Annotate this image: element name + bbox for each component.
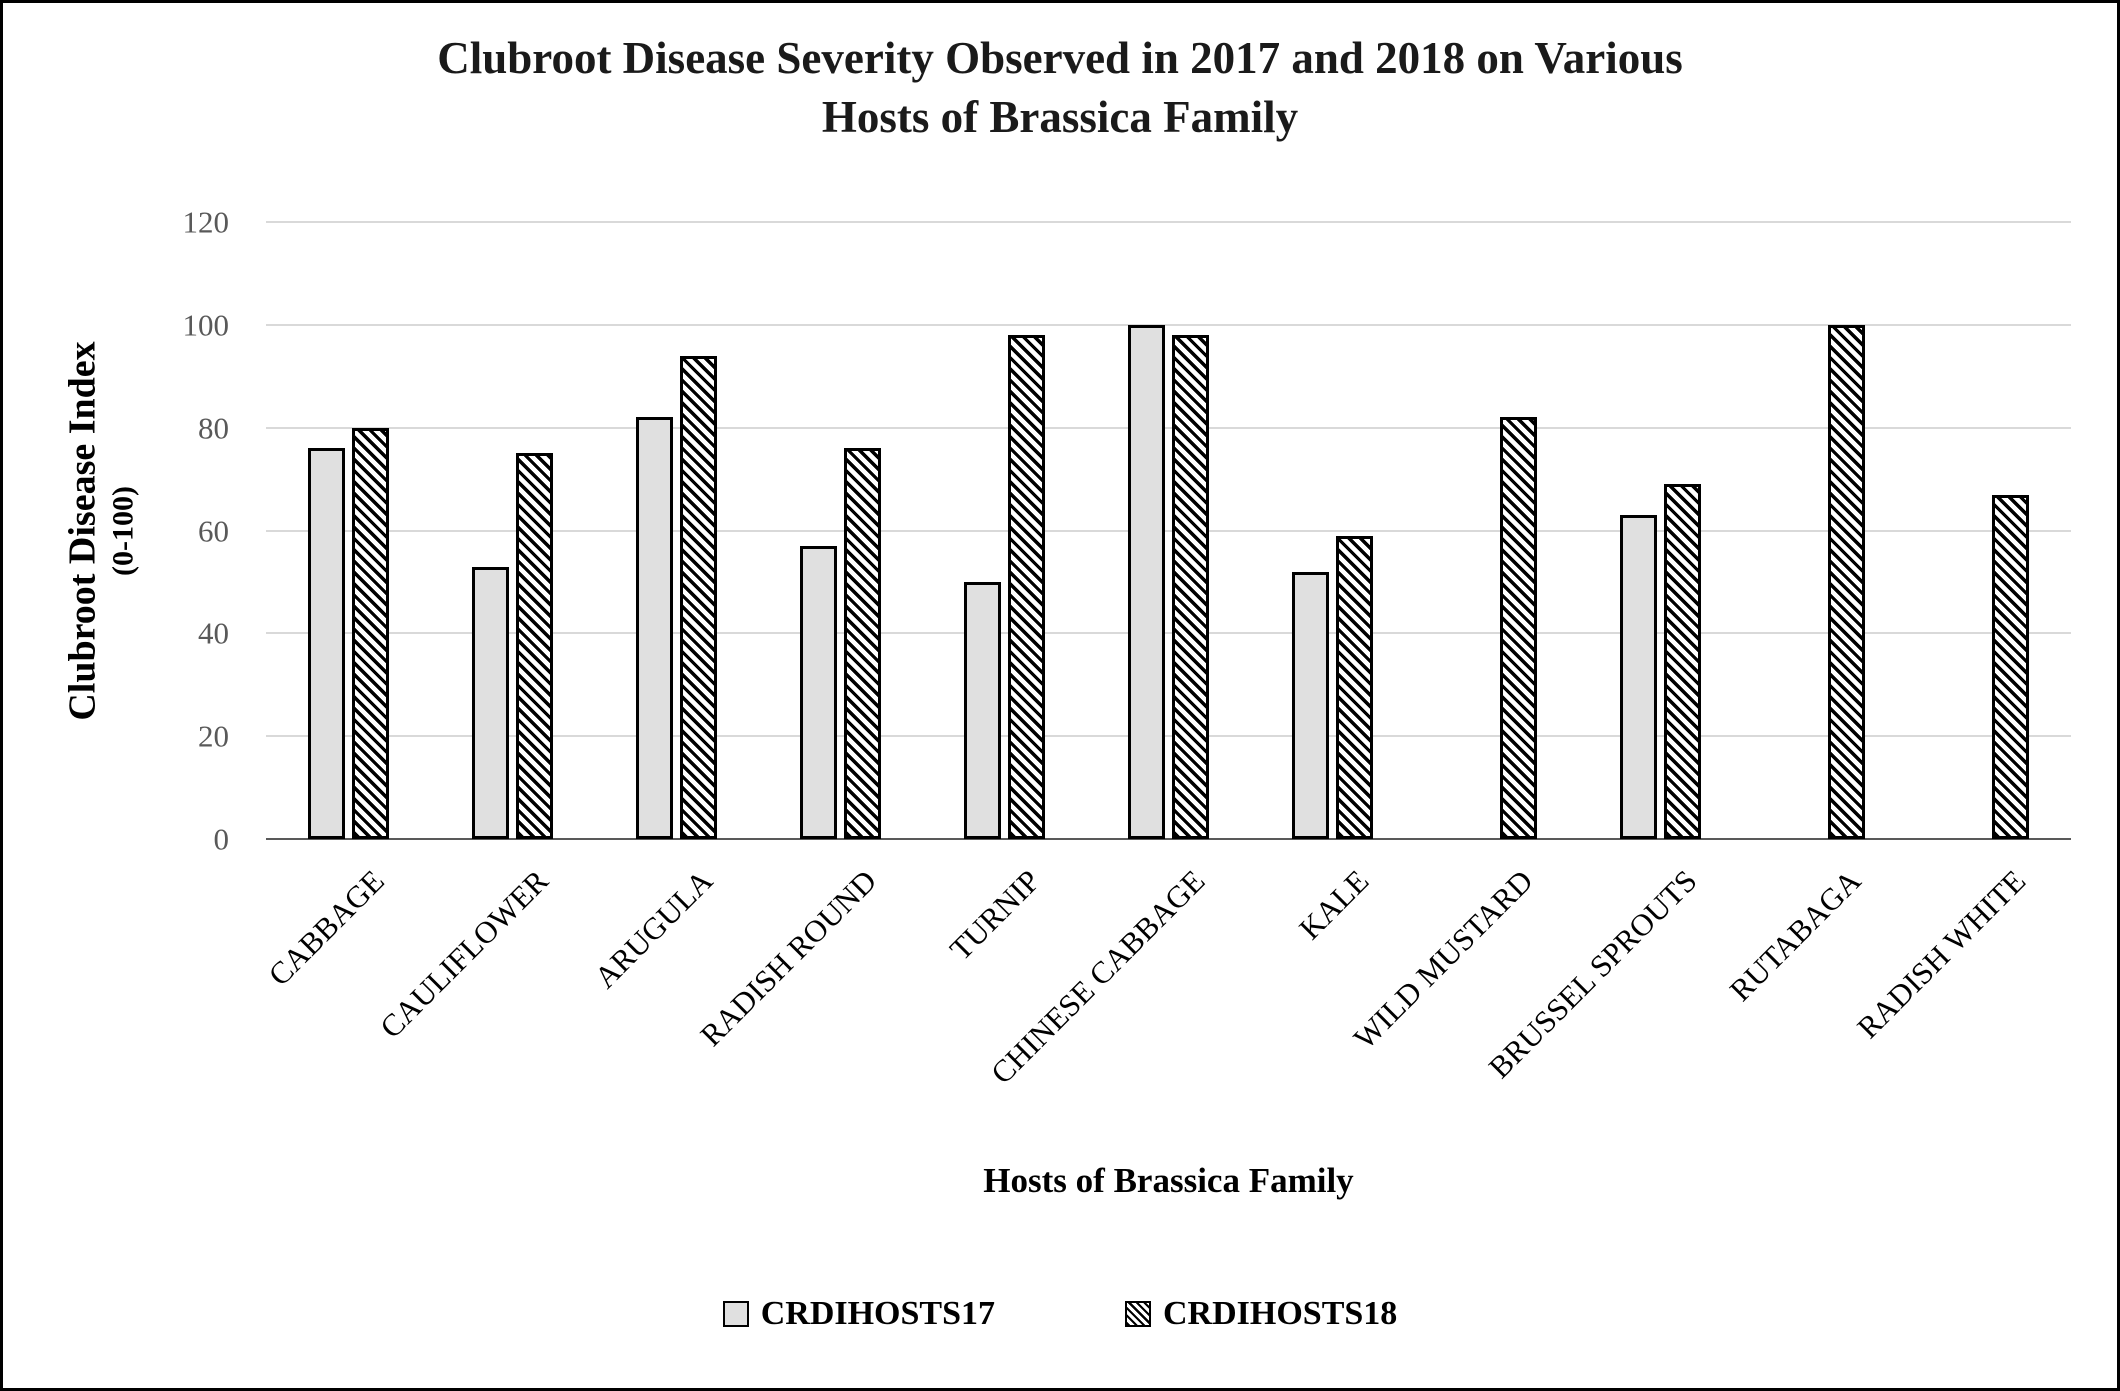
y-tick-label-120: 120 xyxy=(182,204,230,240)
chart-title-line1: Clubroot Disease Severity Observed in 20… xyxy=(437,33,1683,83)
bar-crdihosts17-kale xyxy=(1292,571,1330,839)
y-tick-label-100: 100 xyxy=(182,307,230,343)
bar-crdihosts18-cauliflower xyxy=(515,453,553,839)
legend-swatch-solid-icon xyxy=(722,1301,749,1327)
bar-group-arugula xyxy=(594,222,758,839)
legend-swatch-hatch-icon xyxy=(1125,1301,1151,1327)
x-axis-title: Hosts of Brassica Family xyxy=(983,1161,1354,1200)
x-category-label-wild-mustard: WILD MUSTARD xyxy=(1346,863,1540,1056)
bar-crdihosts18-turnip xyxy=(1007,335,1045,839)
legend: CRDIHOSTS17 CRDIHOSTS18 xyxy=(3,1295,2117,1333)
bar-crdihosts18-wild-mustard xyxy=(1500,417,1538,839)
gridline-60 xyxy=(266,529,2071,532)
legend-item-crdihosts18: CRDIHOSTS18 xyxy=(1125,1295,1397,1333)
gridline-100 xyxy=(266,323,2071,326)
bar-crdihosts18-arugula xyxy=(679,355,717,839)
bar-crdihosts17-cabbage xyxy=(307,448,345,839)
bar-crdihosts17-brussel-sprouts xyxy=(1620,515,1658,839)
x-category-label-rutabaga: RUTABAGA xyxy=(1722,863,1868,1008)
y-tick-label-80: 80 xyxy=(198,410,229,446)
y-tick-label-60: 60 xyxy=(198,513,229,548)
x-category-label-cabbage: CABBAGE xyxy=(261,863,391,993)
bar-crdihosts18-brussel-sprouts xyxy=(1664,484,1702,839)
legend-label-crdihosts17: CRDIHOSTS17 xyxy=(760,1295,995,1332)
x-category-label-kale: KALE xyxy=(1292,863,1376,947)
bar-group-cauliflower xyxy=(430,222,594,839)
bar-crdihosts18-radish-round xyxy=(843,448,881,839)
x-category-label-arugula: ARUGULA xyxy=(587,863,719,995)
x-category-label-radish-round: RADISH ROUND xyxy=(693,863,884,1053)
x-axis-line xyxy=(266,838,2071,840)
bar-group-turnip xyxy=(922,222,1086,839)
bar-crdihosts18-radish-white xyxy=(1992,494,2030,839)
plot-area xyxy=(266,221,2071,840)
bar-crdihosts17-arugula xyxy=(635,417,673,839)
bar-crdihosts17-cauliflower xyxy=(471,566,509,839)
y-axis-tick-labels: 0 20 40 60 80 100 120 xyxy=(3,207,230,855)
y-tick-label-20: 20 xyxy=(198,718,229,754)
x-category-label-radish-white: RADISH WHITE xyxy=(1849,863,2032,1046)
x-axis-category-labels: CABBAGE CAULIFLOWER ARUGULA RADISH ROUND TUR… xyxy=(261,839,2071,1179)
legend-item-crdihosts17: CRDIHOSTS17 xyxy=(722,1295,995,1333)
gridline-80 xyxy=(266,426,2071,429)
bar-group-wild-mustard xyxy=(1415,222,1579,839)
gridline-20 xyxy=(266,735,2071,738)
y-tick-label-0: 0 xyxy=(213,821,230,857)
x-category-label-turnip: TURNIP xyxy=(943,863,1048,967)
bar-crdihosts18-chinese-cabbage xyxy=(1171,335,1209,839)
gridline-40 xyxy=(266,632,2071,635)
bar-group-radish-white xyxy=(1907,222,2071,839)
chart-title: Clubroot Disease Severity Observed in 20… xyxy=(3,29,2117,146)
bar-group-radish-round xyxy=(758,222,922,839)
bar-crdihosts17-chinese-cabbage xyxy=(1127,324,1165,839)
bar-group-rutabaga xyxy=(1743,222,1907,839)
legend-label-crdihosts18: CRDIHOSTS18 xyxy=(1163,1295,1398,1332)
y-tick-label-40: 40 xyxy=(198,615,229,651)
bar-crdihosts18-cabbage xyxy=(351,427,389,839)
gridline-120 xyxy=(266,221,2071,223)
bar-group-brussel-sprouts xyxy=(1579,222,1743,839)
bar-crdihosts18-kale xyxy=(1336,535,1374,839)
bar-group-chinese-cabbage xyxy=(1086,222,1250,839)
x-category-label-cauliflower: CAULIFLOWER xyxy=(373,863,555,1045)
chart-title-line2: Hosts of Brassica Family xyxy=(821,91,1299,142)
bar-crdihosts18-rutabaga xyxy=(1828,324,1866,839)
bar-group-cabbage xyxy=(266,222,430,839)
bar-group-kale xyxy=(1251,222,1415,839)
bar-crdihosts17-radish-round xyxy=(799,545,837,839)
bar-crdihosts17-turnip xyxy=(963,581,1001,839)
